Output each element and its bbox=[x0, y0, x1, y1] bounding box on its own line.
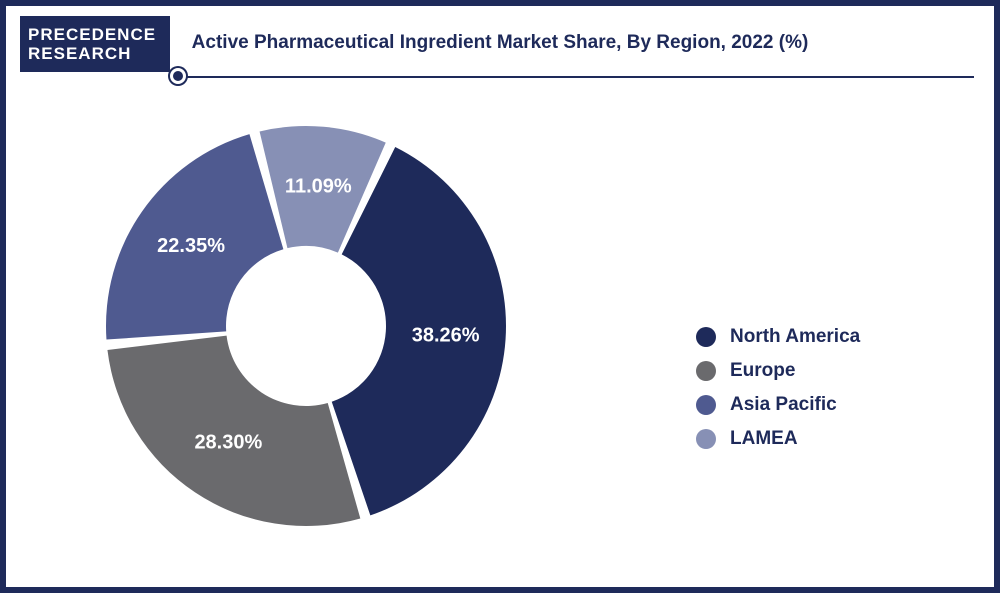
legend-swatch-icon bbox=[696, 361, 716, 381]
title-dot-icon bbox=[170, 68, 186, 84]
legend-label: Asia Pacific bbox=[730, 394, 837, 416]
legend-swatch-icon bbox=[696, 395, 716, 415]
legend-label: Europe bbox=[730, 360, 795, 382]
legend-label: LAMEA bbox=[730, 428, 798, 450]
legend-item: Europe bbox=[696, 360, 860, 382]
legend-item: Asia Pacific bbox=[696, 394, 860, 416]
legend-swatch-icon bbox=[696, 327, 716, 347]
legend-item: North America bbox=[696, 326, 860, 348]
legend: North America Europe Asia Pacific LAMEA bbox=[696, 326, 860, 450]
legend-label: North America bbox=[730, 326, 860, 348]
title-underline bbox=[176, 76, 974, 78]
chart-title: Active Pharmaceutical Ingredient Market … bbox=[6, 32, 994, 54]
legend-item: LAMEA bbox=[696, 428, 860, 450]
slice-label: 11.09% bbox=[285, 176, 352, 198]
donut-svg: 38.26% 28.30% 22.35% 11.09% bbox=[86, 106, 526, 546]
slice-label: 38.26% bbox=[412, 324, 480, 346]
donut-chart: 38.26% 28.30% 22.35% 11.09% bbox=[86, 106, 526, 546]
chart-frame: PRECEDENCE RESEARCH Active Pharmaceutica… bbox=[0, 0, 1000, 593]
legend-swatch-icon bbox=[696, 429, 716, 449]
slice-label: 22.35% bbox=[157, 235, 225, 257]
slice-label: 28.30% bbox=[194, 432, 262, 454]
